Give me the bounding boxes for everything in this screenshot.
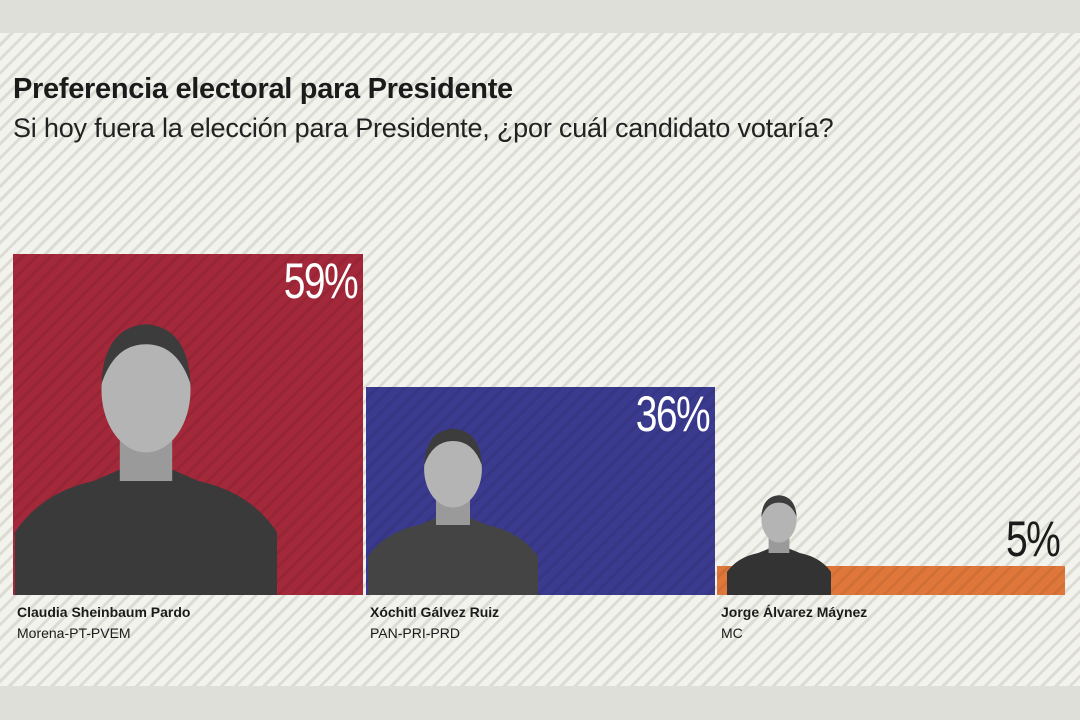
chart-card: Preferencia electoral para Presidente Si…	[0, 33, 1080, 686]
candidate-party-3: MC	[721, 625, 743, 641]
candidate-name-2: Xóchitl Gálvez Ruiz	[370, 604, 500, 620]
candidate-party-2: PAN-PRI-PRD	[370, 625, 460, 641]
candidate-photo-2	[368, 428, 538, 595]
chart-title: Preferencia electoral para Presidente	[13, 73, 513, 105]
candidate-name-3: Jorge Álvarez Máynez	[721, 604, 868, 620]
candidate-party-1: Morena-PT-PVEM	[17, 625, 131, 641]
candidate-name-1: Claudia Sheinbaum Pardo	[17, 604, 191, 620]
chart-subtitle: Si hoy fuera la elección para Presidente…	[13, 113, 834, 143]
candidate-photo-1	[15, 324, 277, 595]
candidate-photo-3	[727, 495, 831, 595]
value-label-2: 36%	[635, 385, 711, 442]
value-label-3: 5%	[1005, 511, 1061, 568]
value-label-1: 59%	[283, 252, 359, 309]
